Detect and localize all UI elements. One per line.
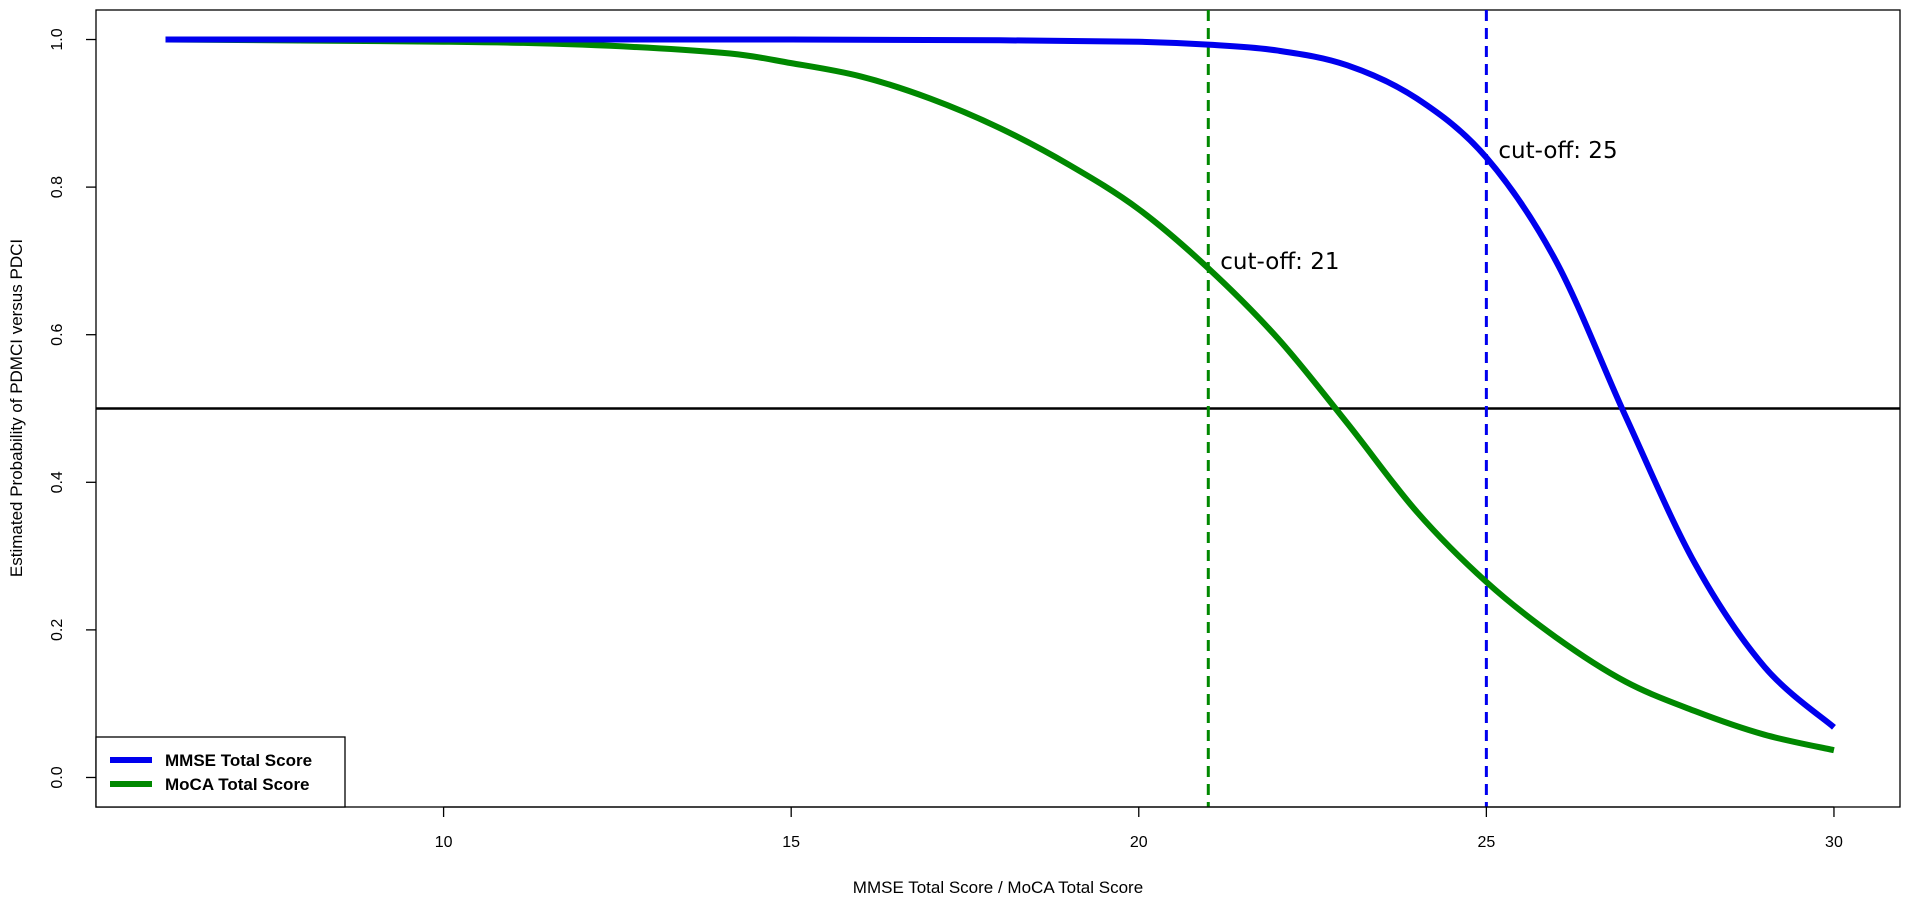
y-tick-label: 0.6 xyxy=(49,323,66,345)
cutoff-annotation-25: cut-off: 25 xyxy=(1498,138,1617,164)
reference-lines xyxy=(96,10,1900,807)
x-axis: 10 15 20 25 30 xyxy=(435,806,1843,851)
y-axis: 0.0 0.2 0.4 0.6 0.8 1.0 xyxy=(49,28,96,789)
series-layer xyxy=(165,36,1836,754)
legend-label-mmse-total-score: MMSE Total Score xyxy=(165,751,312,770)
series-line-mmse-total-score xyxy=(165,36,1836,730)
x-tick-label: 20 xyxy=(1130,834,1148,851)
legend-label-moca-total-score: MoCA Total Score xyxy=(165,775,310,794)
x-tick-label: 30 xyxy=(1825,834,1843,851)
y-tick-label: 0.4 xyxy=(49,471,66,493)
legend: MMSE Total Score MoCA Total Score xyxy=(95,736,346,808)
cutoff-annotation-21: cut-off: 21 xyxy=(1220,249,1339,275)
series-line-moca-total-score xyxy=(165,36,1835,754)
y-axis-title: Estimated Probability of PDMCI versus PD… xyxy=(7,239,26,577)
y-tick-label: 0.0 xyxy=(49,766,66,788)
y-tick-label: 0.8 xyxy=(49,176,66,198)
y-tick-label: 1.0 xyxy=(49,28,66,50)
legend-box xyxy=(95,736,346,808)
x-axis-title: MMSE Total Score / MoCA Total Score xyxy=(853,878,1143,897)
y-tick-label: 0.2 xyxy=(49,619,66,641)
x-tick-label: 25 xyxy=(1477,834,1495,851)
annotation-layer: cut-off: 21 cut-off: 25 xyxy=(1220,138,1617,275)
x-tick-label: 15 xyxy=(782,834,800,851)
x-tick-label: 10 xyxy=(435,834,453,851)
